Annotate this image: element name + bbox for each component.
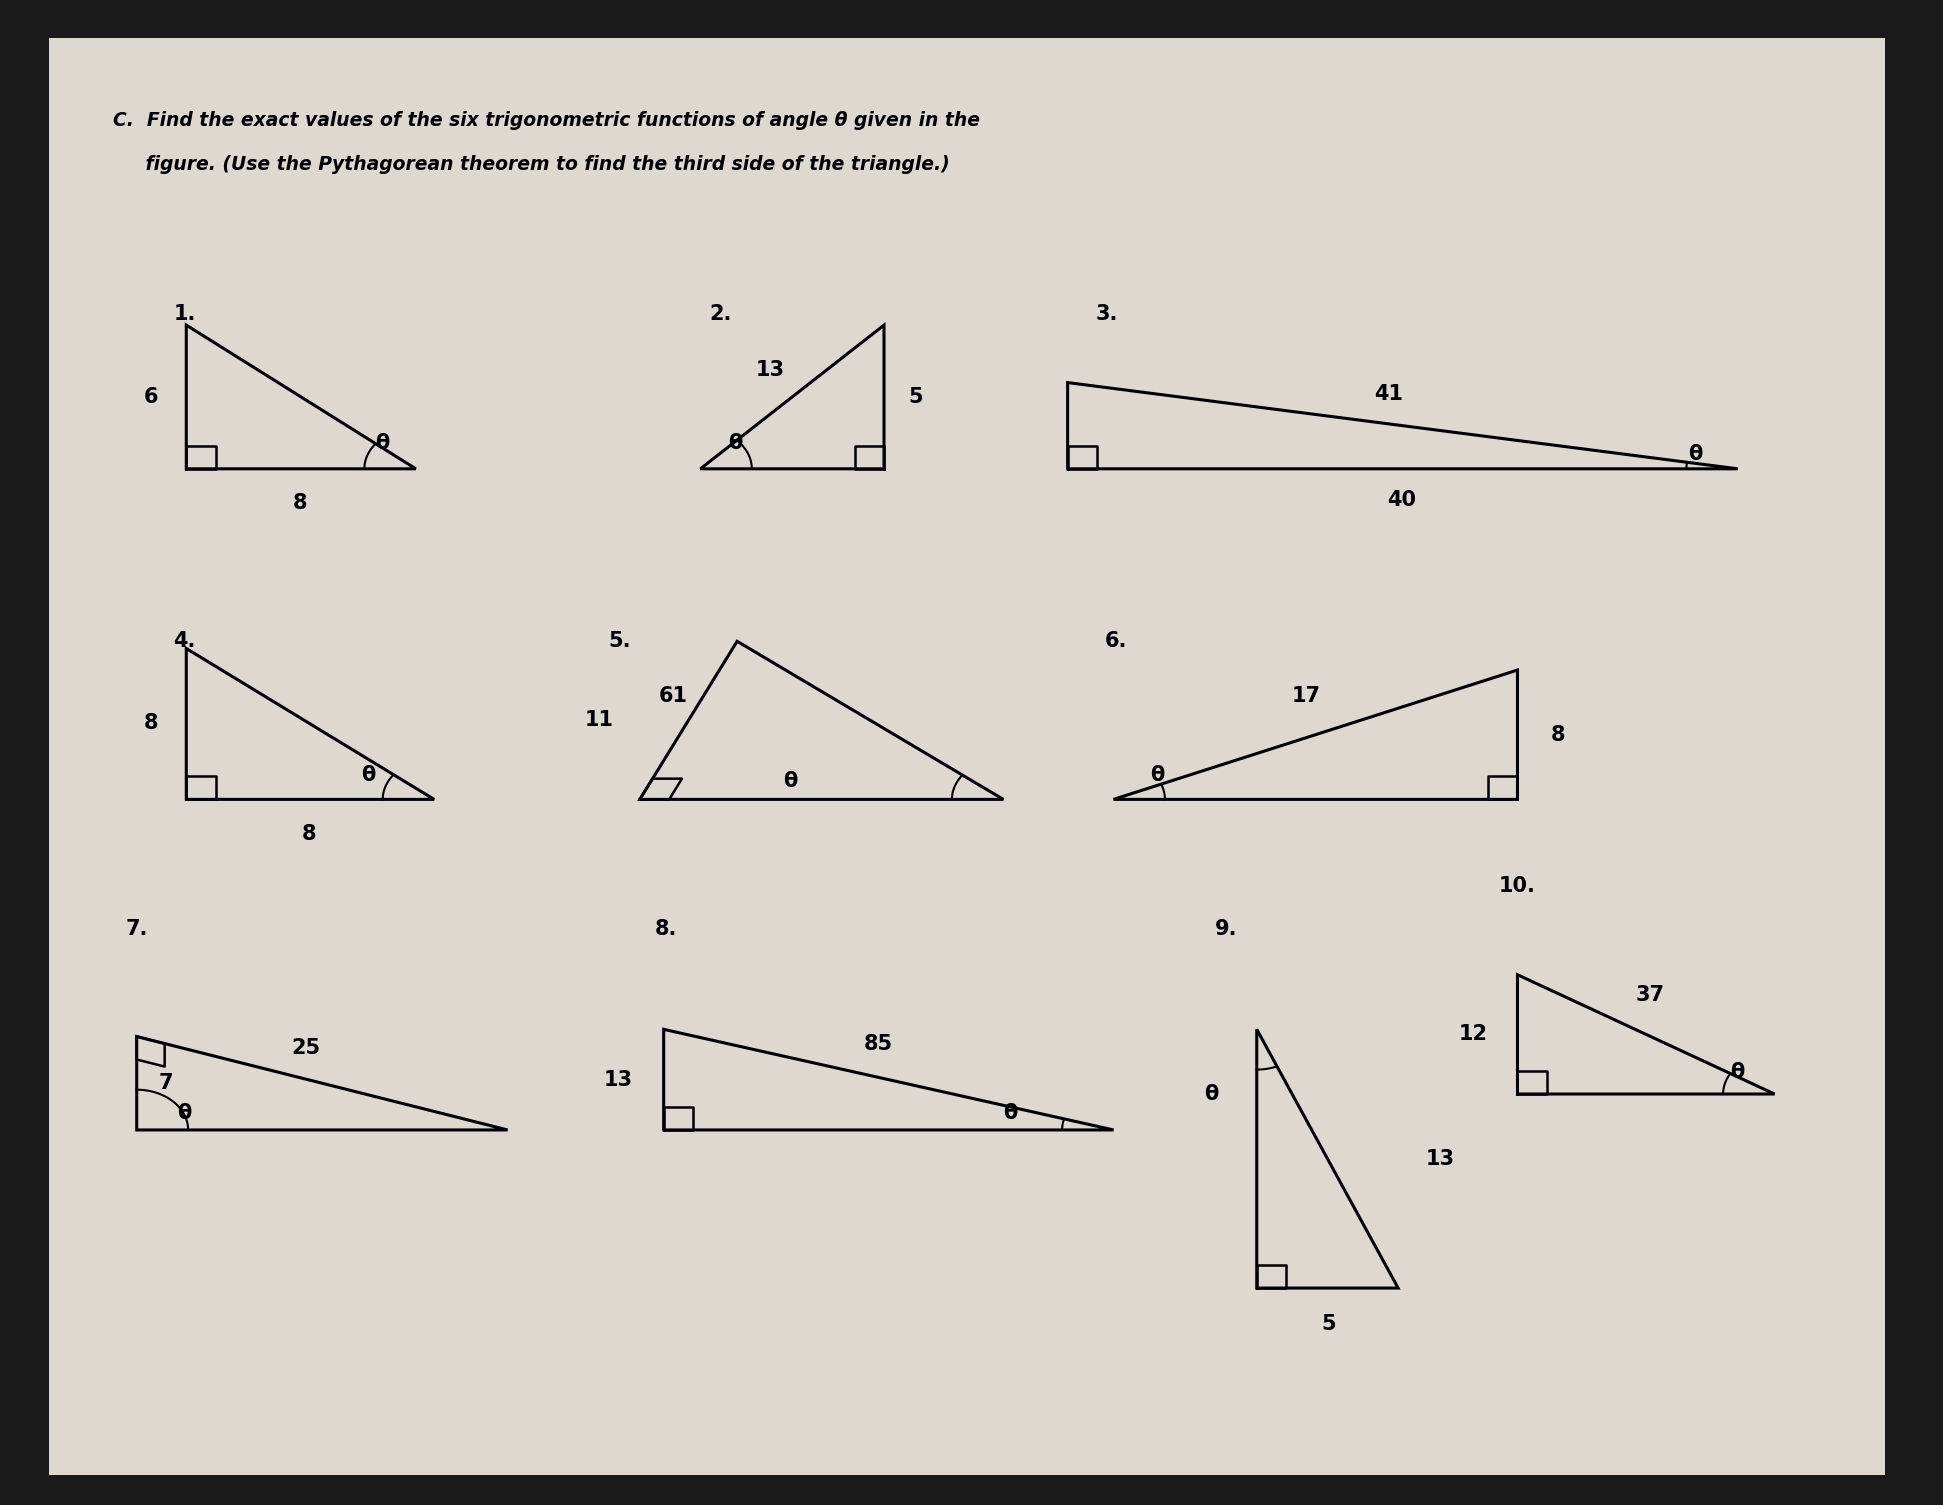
Text: 3.: 3. [1096,304,1117,324]
FancyBboxPatch shape [49,38,1885,1475]
Text: 25: 25 [291,1038,321,1058]
Text: θ: θ [375,433,391,453]
Text: θ: θ [1003,1103,1018,1123]
Text: 8: 8 [1551,725,1564,745]
Text: θ: θ [783,771,797,790]
Text: 85: 85 [865,1034,894,1054]
Text: θ: θ [1688,444,1702,465]
Text: 13: 13 [756,360,785,379]
Text: C.  Find the exact values of the six trigonometric functions of angle θ given in: C. Find the exact values of the six trig… [113,111,979,131]
Text: 17: 17 [1292,686,1321,706]
Text: figure. (Use the Pythagorean theorem to find the third side of the triangle.): figure. (Use the Pythagorean theorem to … [113,155,950,173]
Text: θ: θ [729,433,742,453]
Text: θ: θ [361,765,375,786]
Text: 7.: 7. [126,918,148,939]
Text: 61: 61 [659,686,688,706]
Text: 12: 12 [1459,1023,1488,1043]
Text: 5: 5 [907,387,923,406]
Text: 5: 5 [1321,1314,1335,1333]
Text: 7: 7 [159,1073,173,1093]
Text: 40: 40 [1387,491,1416,510]
Text: 13: 13 [604,1070,633,1090]
Text: 13: 13 [1426,1148,1455,1169]
Text: 8: 8 [301,823,317,844]
Text: 11: 11 [585,710,614,730]
Text: 9.: 9. [1214,918,1238,939]
Text: 10.: 10. [1500,876,1537,895]
Text: 6: 6 [144,387,159,406]
Text: 8.: 8. [655,918,676,939]
Text: 1.: 1. [173,304,196,324]
Text: 6.: 6. [1104,631,1127,652]
Text: 5.: 5. [608,631,631,652]
Text: 4.: 4. [173,631,196,652]
Text: θ: θ [1150,765,1164,786]
Text: 41: 41 [1374,384,1403,405]
Text: 2.: 2. [709,304,733,324]
Text: 37: 37 [1636,984,1665,1005]
Text: 8: 8 [144,713,159,733]
Text: θ: θ [1731,1063,1745,1082]
Text: θ: θ [1205,1084,1218,1105]
Text: 8: 8 [293,494,307,513]
Text: θ: θ [177,1103,192,1123]
